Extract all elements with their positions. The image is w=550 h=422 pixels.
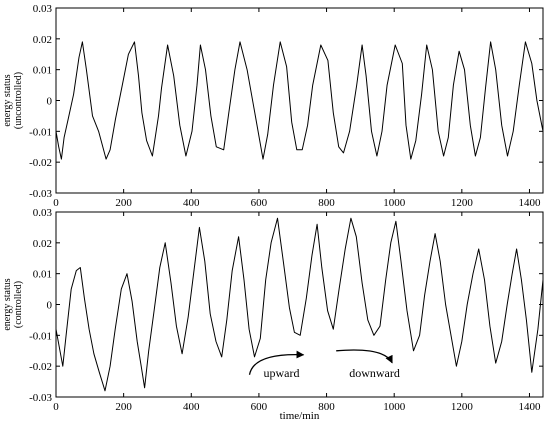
y-axis-label: (controlled): [13, 281, 24, 328]
y-tick-label: -0.03: [29, 188, 52, 200]
chart-panel-2: 0.030.020.010-0.01-0.02-0.030 200 400 600 80…: [2, 207, 544, 422]
y-tick-label: 0.02: [33, 238, 52, 250]
y-tick-label: 0.01: [33, 65, 52, 77]
annotation-arrow: [248, 350, 305, 375]
x-tick-label: 400: [183, 401, 200, 413]
y-tick-label: -0.02: [29, 361, 52, 373]
x-tick-label: 1200: [451, 401, 474, 413]
y-tick-label: -0.01: [29, 330, 52, 342]
y-axis-label: energy status: [2, 74, 13, 126]
x-tick-label: 800: [318, 197, 335, 209]
annotation-arrow: [336, 349, 393, 364]
y-tick-label: -0.02: [29, 157, 52, 169]
x-tick-label: 600: [251, 197, 268, 209]
x-tick-label: 1000: [383, 401, 406, 413]
y-axis-label: (uncontrolled): [13, 72, 24, 129]
plot-frame: [55, 211, 544, 398]
annotation-label: downward: [349, 366, 400, 380]
series-line-1: [55, 217, 544, 392]
y-tick-label: 0: [47, 300, 53, 312]
x-tick-label: 400: [183, 197, 200, 209]
x-tick-label: 800: [318, 401, 335, 413]
x-tick-label: 1400: [518, 197, 541, 209]
x-tick-label: 1200: [451, 197, 474, 209]
x-tick-label: 0: [53, 197, 59, 209]
charts-group: 0.030.020.010-0.01-0.02-0.030 200 400 600 80…: [2, 3, 544, 422]
x-axis-label: time/min: [280, 410, 320, 422]
y-tick-label: 0.02: [33, 34, 52, 46]
y-tick-label: -0.03: [29, 392, 52, 404]
x-tick-label: 0: [53, 401, 59, 413]
y-tick-label: 0.03: [33, 207, 53, 219]
annotation-label: upward: [264, 366, 300, 380]
y-tick-label: -0.01: [29, 126, 52, 138]
x-tick-label: 200: [115, 401, 132, 413]
chart-panel-1: 0.030.020.010-0.01-0.02-0.030 200 400 600 80…: [2, 3, 544, 209]
x-tick-label: 200: [115, 197, 132, 209]
y-axis-label: energy status: [2, 278, 13, 330]
x-tick-label: 1000: [383, 197, 406, 209]
series-line-1: [55, 41, 544, 160]
plot-frame: [55, 7, 544, 194]
x-tick-label: 600: [251, 401, 268, 413]
y-tick-label: 0.03: [33, 3, 53, 15]
y-tick-label: 0: [47, 96, 53, 108]
x-tick-label: 1400: [518, 401, 541, 413]
y-tick-label: 0.01: [33, 269, 52, 281]
